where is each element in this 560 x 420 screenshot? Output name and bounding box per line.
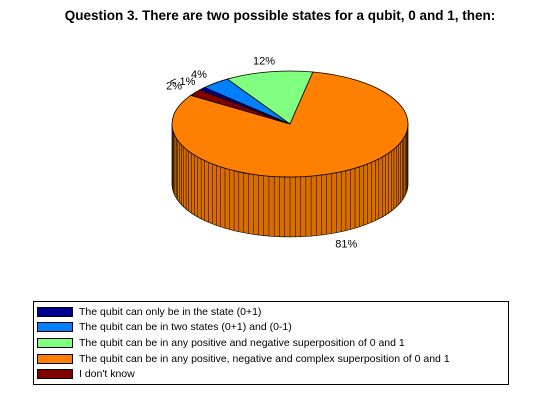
pie-label-4: 2% — [166, 81, 182, 93]
pie-label-layer: < 1%4% 12% 81% 2% — [166, 55, 357, 250]
pie-top-layer — [171, 70, 409, 178]
pie-label-3: 81% — [335, 239, 357, 251]
chart-legend: The qubit can only be in the state (0+1)… — [33, 301, 509, 385]
legend-item-1: The qubit can be in two states (0+1) and… — [37, 320, 508, 336]
legend-label: The qubit can be in two states (0+1) and… — [79, 321, 292, 334]
legend-label: The qubit can be in any positive, negati… — [79, 352, 450, 365]
pie-slice-4 — [189, 89, 291, 125]
chart-title: Question 3. There are two possible state… — [64, 8, 496, 23]
pie-slice-2 — [226, 70, 314, 125]
legend-label: The qubit can only be in the state (0+1) — [79, 305, 262, 318]
legend-swatch — [37, 322, 73, 333]
legend-swatch — [37, 337, 73, 348]
legend-label: The qubit can be in any positive and neg… — [79, 336, 405, 349]
legend-swatch — [37, 369, 73, 380]
legend-label: I don't know — [79, 368, 135, 381]
legend-item-4: I don't know — [37, 366, 508, 382]
pie-label-0: < 1% — [170, 76, 196, 88]
legend-swatch — [37, 306, 73, 317]
legend-item-2: The qubit can be in any positive and neg… — [37, 335, 508, 351]
legend-item-3: The qubit can be in any positive, negati… — [37, 351, 508, 367]
pie-label-1: 4% — [191, 69, 207, 81]
legend-item-0: The qubit can only be in the state (0+1) — [37, 304, 508, 320]
legend-swatch — [37, 353, 73, 364]
pie-side-layer — [171, 123, 409, 238]
pie-slice-3 — [171, 71, 409, 178]
pie-label-2: 12% — [253, 55, 275, 67]
pie-chart: < 1%4% 12% 81% 2% — [166, 55, 409, 251]
